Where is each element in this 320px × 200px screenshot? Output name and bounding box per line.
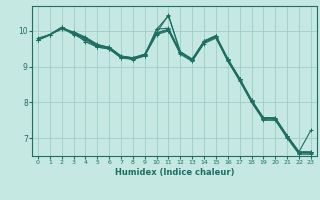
- X-axis label: Humidex (Indice chaleur): Humidex (Indice chaleur): [115, 168, 234, 177]
